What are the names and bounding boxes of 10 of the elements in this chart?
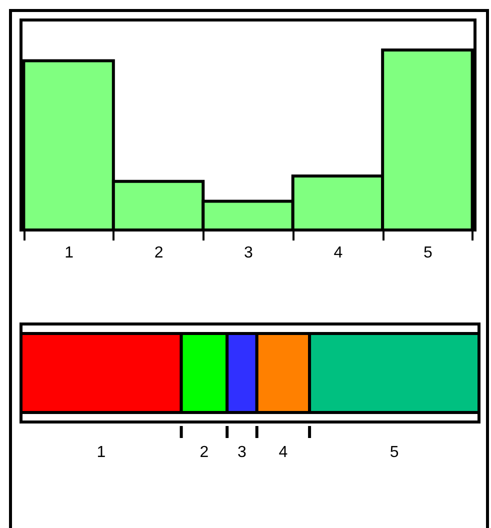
series-label: 4 [278, 444, 288, 461]
x-tick-label: 2 [154, 244, 164, 262]
x-tick-label: 1 [64, 244, 74, 262]
series-label: 5 [390, 444, 399, 461]
x-tick-label: 5 [423, 244, 432, 262]
x-tick-label: 3 [244, 244, 254, 262]
legend-label: 3 [238, 444, 247, 461]
series-label: 1 [96, 444, 106, 461]
series-label: 2 [200, 444, 209, 461]
x-tick-label: 4 [334, 244, 343, 262]
